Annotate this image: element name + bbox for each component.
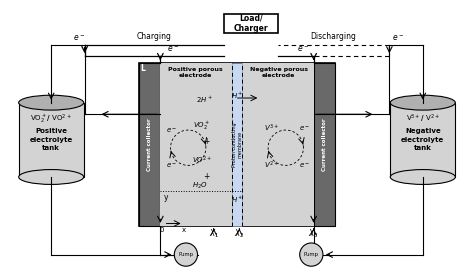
Text: Current collector: Current collector: [147, 118, 153, 171]
Text: $H^+$: $H^+$: [231, 195, 243, 205]
Text: y: y: [164, 193, 168, 202]
Text: $e^-$: $e^-$: [166, 126, 178, 135]
Text: +: +: [204, 137, 210, 146]
Text: $e^-$: $e^-$: [299, 161, 310, 170]
Text: $2H^+$: $2H^+$: [196, 95, 213, 106]
Bar: [314, 63, 335, 226]
Bar: [242, 63, 314, 226]
Text: $e^-$: $e^-$: [299, 124, 310, 133]
Text: $e^-$: $e^-$: [297, 45, 310, 54]
Text: $\mathrm{V^{3+}}$/ $\mathrm{V^{2+}}$: $\mathrm{V^{3+}}$/ $\mathrm{V^{2+}}$: [406, 113, 440, 125]
Text: $e^-$: $e^-$: [392, 33, 404, 43]
Bar: [139, 63, 160, 226]
Text: $e^-$: $e^-$: [73, 33, 85, 43]
Text: $e^-$: $e^-$: [166, 161, 178, 170]
Text: Positive
electrolyte
tank: Positive electrolyte tank: [29, 128, 73, 151]
Text: $V^{2+}$: $V^{2+}$: [264, 160, 279, 171]
Text: Current collector: Current collector: [321, 118, 327, 171]
Bar: [160, 63, 232, 226]
Bar: [139, 63, 335, 226]
Ellipse shape: [390, 95, 456, 110]
Text: $VO^{2+}$: $VO^{2+}$: [192, 155, 212, 166]
Text: $\mathrm{VO_2^+}$/ $\mathrm{VO^{2+}}$: $\mathrm{VO_2^+}$/ $\mathrm{VO^{2+}}$: [30, 112, 72, 126]
Text: $V^{3+}$: $V^{3+}$: [264, 123, 279, 134]
Text: $X_3$: $X_3$: [309, 228, 319, 240]
Bar: [232, 63, 242, 226]
Ellipse shape: [18, 170, 84, 185]
Text: $e^-$: $e^-$: [167, 45, 180, 54]
Text: Load/
Charger: Load/ Charger: [234, 14, 268, 33]
Text: Positive porous
electrode: Positive porous electrode: [168, 67, 222, 78]
Text: $X_2$: $X_2$: [234, 228, 245, 240]
Text: +: +: [204, 172, 210, 181]
Ellipse shape: [18, 95, 84, 110]
Text: Discharging: Discharging: [310, 32, 356, 41]
Text: Pump: Pump: [178, 252, 193, 257]
Text: 0: 0: [159, 227, 164, 233]
Ellipse shape: [390, 170, 456, 185]
Bar: [224, 14, 278, 34]
Text: Charging: Charging: [137, 32, 172, 41]
Circle shape: [174, 243, 198, 266]
Bar: [390, 103, 456, 177]
Text: Proton conducting
membrane: Proton conducting membrane: [232, 122, 242, 167]
Bar: [18, 103, 84, 177]
Text: x: x: [182, 227, 186, 233]
Text: Negative porous
electrode: Negative porous electrode: [250, 67, 308, 78]
Text: Negative
electrolyte
tank: Negative electrolyte tank: [401, 128, 445, 151]
Text: Pump: Pump: [304, 252, 319, 257]
Text: $X_1$: $X_1$: [209, 228, 219, 240]
Text: L: L: [141, 64, 146, 73]
Circle shape: [300, 243, 323, 266]
Text: $H^+$: $H^+$: [231, 90, 243, 101]
Text: $H_2O$: $H_2O$: [192, 181, 208, 191]
Text: $VO_2^+$: $VO_2^+$: [193, 120, 211, 132]
